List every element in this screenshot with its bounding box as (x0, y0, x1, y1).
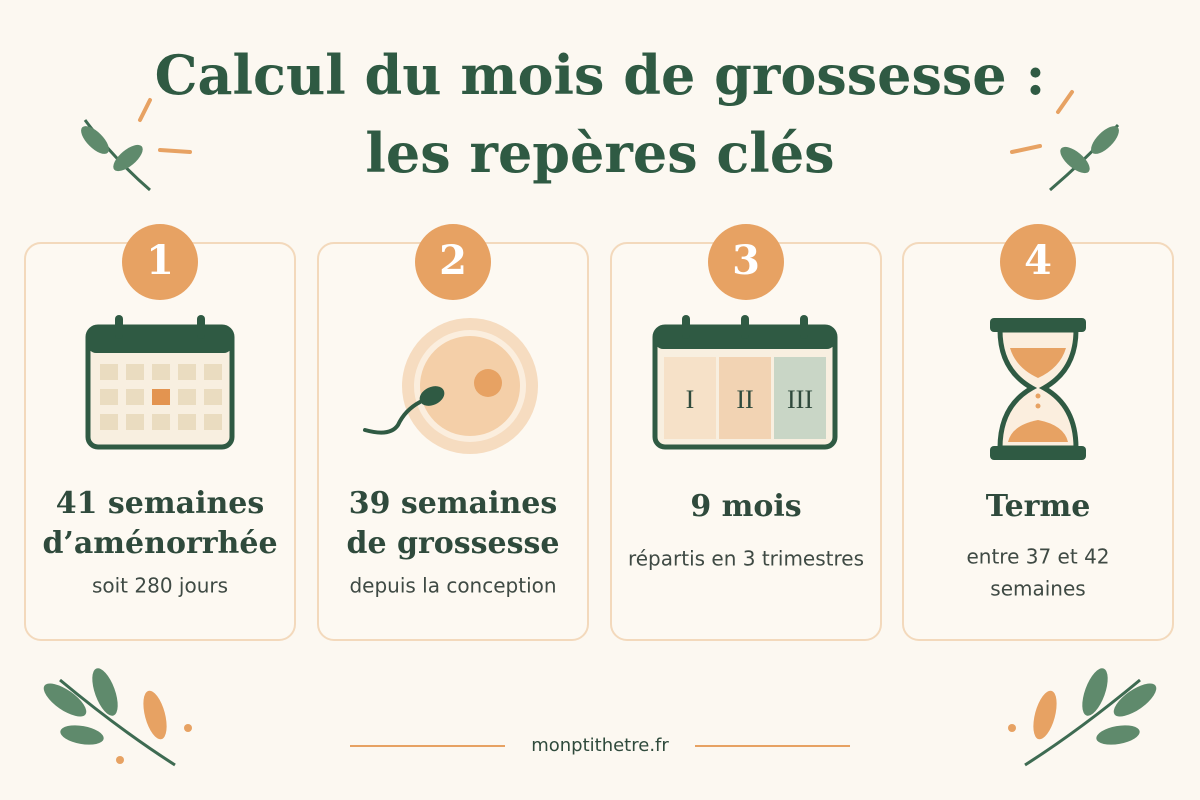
card-text: depuis la conception (349, 574, 556, 598)
calendar-icon (85, 315, 235, 450)
title-line: Calcul du mois de grossesse : (155, 43, 1046, 107)
card-text: soit 280 jours (92, 574, 228, 598)
card-text: répartis en 3 trimestres (628, 547, 864, 571)
trimester-label: I (686, 385, 695, 414)
card-heading: 39 semaines (349, 486, 558, 521)
hourglass-icon (990, 318, 1086, 460)
trimester-label: III (787, 385, 813, 414)
card-number: 1 (146, 237, 174, 284)
number-badge (415, 224, 491, 300)
card-heading: 9 mois (690, 489, 801, 524)
card-heading: d’aménorrhée (42, 526, 277, 561)
cell-icon (363, 318, 538, 454)
footer-site: monptithetre.fr (531, 735, 669, 756)
number-badge (122, 224, 198, 300)
number-badge (1000, 224, 1076, 300)
card-number: 4 (1024, 237, 1052, 284)
decoration (43, 90, 1157, 767)
card-number: 3 (732, 237, 760, 284)
card-number: 2 (439, 237, 467, 284)
number-badge (708, 224, 784, 300)
trimester-icon (652, 315, 838, 450)
card-heading: 41 semaines (56, 486, 265, 521)
card-heading: Terme (986, 489, 1091, 524)
card-heading: de grossesse (346, 526, 559, 561)
trimester-label: II (736, 385, 753, 414)
card-text: semaines (990, 577, 1085, 601)
title-line: les repères clés (365, 121, 834, 185)
card-text: entre 37 et 42 (966, 545, 1109, 569)
